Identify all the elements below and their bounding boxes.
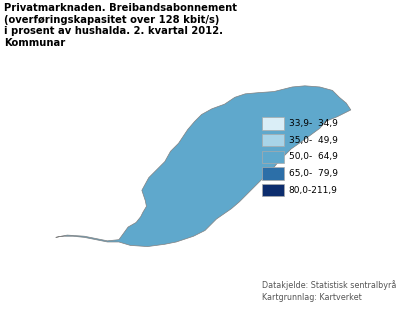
Text: 50,0-  64,9: 50,0- 64,9 bbox=[289, 152, 338, 161]
Text: 80,0-211,9: 80,0-211,9 bbox=[289, 186, 338, 195]
Text: 33,9-  34,9: 33,9- 34,9 bbox=[289, 119, 338, 128]
Polygon shape bbox=[56, 86, 351, 247]
Text: Privatmarknaden. Breibandsabonnement
(overføringskapasitet over 128 kbit/s)
i pr: Privatmarknaden. Breibandsabonnement (ov… bbox=[4, 3, 237, 48]
Text: Kartgrunnlag: Kartverket: Kartgrunnlag: Kartverket bbox=[262, 293, 362, 302]
Text: Datakjelde: Statistisk sentralbyrå: Datakjelde: Statistisk sentralbyrå bbox=[262, 280, 396, 290]
Text: 65,0-  79,9: 65,0- 79,9 bbox=[289, 169, 338, 178]
Text: 35,0-  49,9: 35,0- 49,9 bbox=[289, 136, 338, 145]
